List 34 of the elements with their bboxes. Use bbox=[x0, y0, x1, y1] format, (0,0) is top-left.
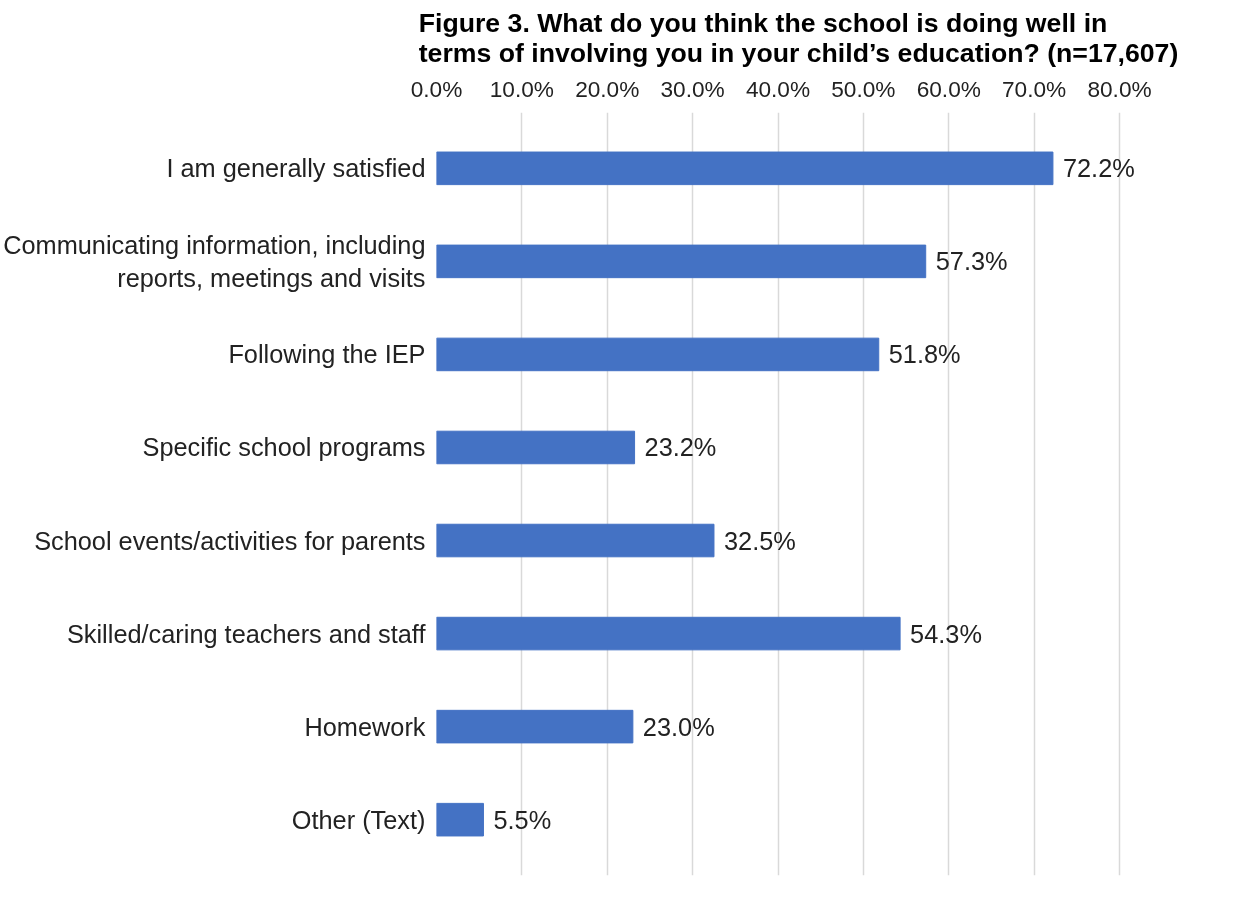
y-tick-label: Skilled/caring teachers and staff bbox=[66, 619, 427, 648]
y-tick-label: I am generally satisfied bbox=[166, 154, 426, 183]
data-label: 72.2% bbox=[1062, 154, 1135, 183]
chart-title: Figure 3. What do you think the school is doing well in terms of involving you in your child’s education? (n=17,607) bbox=[418, 7, 1179, 68]
y-tick-label: Specific school programs bbox=[142, 433, 426, 462]
x-tick-label: 40.0% bbox=[745, 75, 811, 102]
x-tick-label: 50.0% bbox=[831, 75, 896, 102]
y-tick-label: Communicating information, including reports, meetings and visits bbox=[3, 230, 426, 293]
y-tick-label: Other (Text) bbox=[291, 805, 426, 834]
bar bbox=[436, 523, 715, 558]
bar bbox=[436, 430, 636, 465]
y-tick-label: Homework bbox=[304, 712, 426, 741]
data-label: 32.5% bbox=[723, 526, 796, 555]
x-tick-label: 70.0% bbox=[1002, 75, 1067, 102]
data-label: 23.2% bbox=[644, 433, 717, 462]
x-tick-label: 0.0% bbox=[410, 75, 463, 102]
data-label: 23.0% bbox=[642, 712, 715, 741]
x-tick-label: 30.0% bbox=[660, 75, 725, 102]
x-tick-label: 10.0% bbox=[489, 75, 555, 102]
bar bbox=[436, 244, 927, 279]
y-tick-label: Following the IEP bbox=[228, 340, 426, 369]
x-tick-label: 60.0% bbox=[916, 75, 981, 102]
data-label: 54.3% bbox=[910, 619, 982, 648]
y-tick-label: School events/activities for parents bbox=[34, 526, 426, 555]
bar bbox=[436, 337, 880, 372]
bar bbox=[436, 616, 901, 651]
data-label: 57.3% bbox=[935, 247, 1008, 276]
bar bbox=[436, 802, 484, 837]
bar bbox=[436, 151, 1054, 186]
data-label: 51.8% bbox=[888, 340, 961, 369]
x-tick-label: 20.0% bbox=[575, 75, 640, 102]
bar bbox=[436, 709, 634, 744]
x-tick-label: 80.0% bbox=[1087, 75, 1152, 102]
data-label: 5.5% bbox=[493, 805, 552, 834]
